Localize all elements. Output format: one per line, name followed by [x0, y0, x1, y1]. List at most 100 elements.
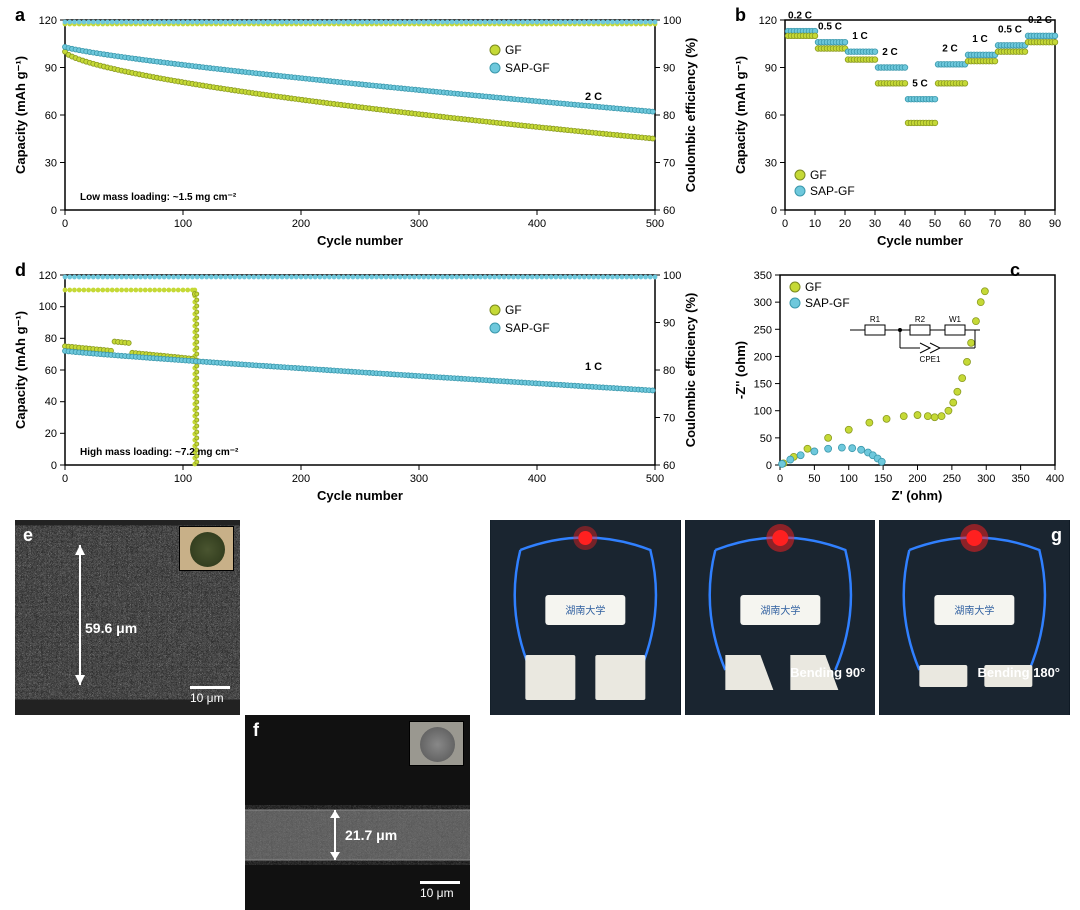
x-ticks: 050100150200250300350400: [777, 465, 1064, 485]
panel-b-chart: 0 30 60 90 120 0102030405060708090 Cycle…: [730, 5, 1070, 250]
bend-caption-90: Bending 90°: [790, 665, 865, 680]
svg-text:350: 350: [1011, 473, 1029, 485]
panel-d: d 0 20 40 60 80 100 120 60 70 80 90 100 …: [10, 260, 710, 505]
photo-bend-180: g 湖南大学 Bending 180°: [879, 520, 1070, 715]
svg-text:GF: GF: [810, 168, 827, 182]
rate-label: 2 C: [585, 91, 602, 103]
svg-text:200: 200: [754, 351, 772, 363]
svg-text:GF: GF: [505, 43, 522, 57]
svg-text:50: 50: [760, 433, 772, 445]
svg-text:0: 0: [766, 460, 772, 472]
y-left-ticks: 0 30 60 90 120: [39, 15, 65, 217]
svg-text:120: 120: [39, 270, 57, 282]
svg-text:70: 70: [663, 158, 675, 170]
efficiency-series: [63, 20, 657, 26]
gf-capacity-series: [63, 292, 199, 465]
y-left-title: Capacity (mAh g⁻¹): [13, 56, 28, 174]
svg-text:400: 400: [528, 473, 546, 485]
panel-f: f 21.7 μm 10 μm: [245, 715, 470, 910]
panel-c-chart: 050100150200250300350 050100150200250300…: [730, 260, 1070, 505]
panel-g: 湖南大学 湖南大学 Bending 90° g 湖南大学: [490, 520, 1070, 715]
svg-text:90: 90: [663, 318, 675, 330]
svg-text:1 C: 1 C: [972, 34, 988, 45]
svg-text:0: 0: [51, 205, 57, 217]
panel-b-label: b: [735, 5, 746, 26]
svg-text:0: 0: [771, 205, 777, 217]
svg-text:0.5 C: 0.5 C: [818, 22, 842, 33]
svg-text:湖南大学: 湖南大学: [565, 604, 605, 617]
svg-text:1 C: 1 C: [585, 361, 602, 373]
rate-series: [785, 28, 1058, 125]
x-axis-title: Cycle number: [317, 233, 403, 248]
svg-text:SAP-GF: SAP-GF: [505, 61, 550, 75]
svg-text:40: 40: [899, 218, 911, 230]
svg-text:200: 200: [908, 473, 926, 485]
svg-text:90: 90: [1049, 218, 1061, 230]
panel-c: c 050100150200250300350 0501001502002503…: [730, 260, 1070, 505]
panel-e: e 59.6 μm 10 μm: [15, 520, 240, 715]
panel-a-label: a: [15, 5, 25, 26]
svg-text:0: 0: [782, 218, 788, 230]
photo-bend-90: 湖南大学 Bending 90°: [685, 520, 876, 715]
svg-text:60: 60: [663, 460, 675, 472]
svg-text:0: 0: [51, 460, 57, 472]
svg-text:150: 150: [874, 473, 892, 485]
svg-text:80: 80: [663, 365, 675, 377]
sap-capacity-series: [63, 44, 656, 114]
panel-f-label: f: [253, 720, 259, 741]
svg-text:100: 100: [174, 218, 192, 230]
svg-text:2 C: 2 C: [942, 44, 958, 55]
x-ticks: 0 100 200 300 400 500: [62, 210, 664, 230]
legend: GF SAP-GF: [795, 168, 855, 198]
svg-text:500: 500: [646, 218, 664, 230]
svg-text:GF: GF: [505, 303, 522, 317]
y-right-ticks: 60 70 80 90 100: [655, 270, 681, 472]
svg-text:80: 80: [663, 110, 675, 122]
thickness-value: 59.6 μm: [85, 620, 137, 636]
svg-text:200: 200: [292, 473, 310, 485]
svg-text:30: 30: [765, 158, 777, 170]
svg-text:Cycle number: Cycle number: [877, 233, 963, 248]
svg-text:GF: GF: [805, 280, 822, 294]
svg-text:-Z'' (ohm): -Z'' (ohm): [733, 341, 748, 399]
svg-text:SAP-GF: SAP-GF: [505, 321, 550, 335]
svg-text:400: 400: [528, 218, 546, 230]
svg-text:60: 60: [959, 218, 971, 230]
svg-text:90: 90: [45, 63, 57, 75]
svg-text:CPE1: CPE1: [920, 355, 941, 364]
y-ticks: 0 30 60 90 120: [759, 15, 785, 217]
svg-text:0: 0: [62, 473, 68, 485]
svg-text:100: 100: [754, 406, 772, 418]
svg-text:50: 50: [808, 473, 820, 485]
thickness-value: 21.7 μm: [345, 827, 397, 843]
panel-b: b 0 30 60 90 120 0102030405060708090 Cyc…: [730, 5, 1070, 250]
panel-a-chart: 0 30 60 90 120 60 70 80 90 100 0 100 200…: [10, 5, 710, 250]
panel-d-label: d: [15, 260, 26, 281]
svg-text:350: 350: [754, 270, 772, 282]
svg-text:100: 100: [39, 301, 57, 313]
x-ticks: 0 100 200 300 400 500: [62, 465, 664, 485]
svg-text:R2: R2: [915, 315, 926, 324]
y-right-ticks: 60 70 80 90 100: [655, 15, 681, 217]
y-left-ticks: 0 20 40 60 80 100 120: [39, 270, 65, 472]
svg-text:100: 100: [174, 473, 192, 485]
svg-text:60: 60: [45, 365, 57, 377]
svg-text:湖南大学: 湖南大学: [760, 604, 800, 617]
scale-bar: 10 μm: [420, 886, 454, 900]
bend-caption-180: Bending 180°: [978, 665, 1061, 680]
svg-text:250: 250: [754, 324, 772, 336]
legend: GF SAP-GF: [790, 280, 850, 310]
svg-text:20: 20: [839, 218, 851, 230]
svg-text:1 C: 1 C: [852, 31, 868, 42]
svg-text:150: 150: [754, 379, 772, 391]
svg-text:40: 40: [45, 396, 57, 408]
svg-text:80: 80: [45, 333, 57, 345]
svg-text:30: 30: [45, 158, 57, 170]
svg-text:Capacity (mAh g⁻¹): Capacity (mAh g⁻¹): [733, 56, 748, 174]
svg-text:90: 90: [765, 63, 777, 75]
svg-text:300: 300: [977, 473, 995, 485]
svg-text:60: 60: [45, 110, 57, 122]
svg-text:0: 0: [62, 218, 68, 230]
panel-a: a 0 30 60 90 120 60 70 80 90 100 0: [10, 5, 710, 250]
svg-text:50: 50: [929, 218, 941, 230]
